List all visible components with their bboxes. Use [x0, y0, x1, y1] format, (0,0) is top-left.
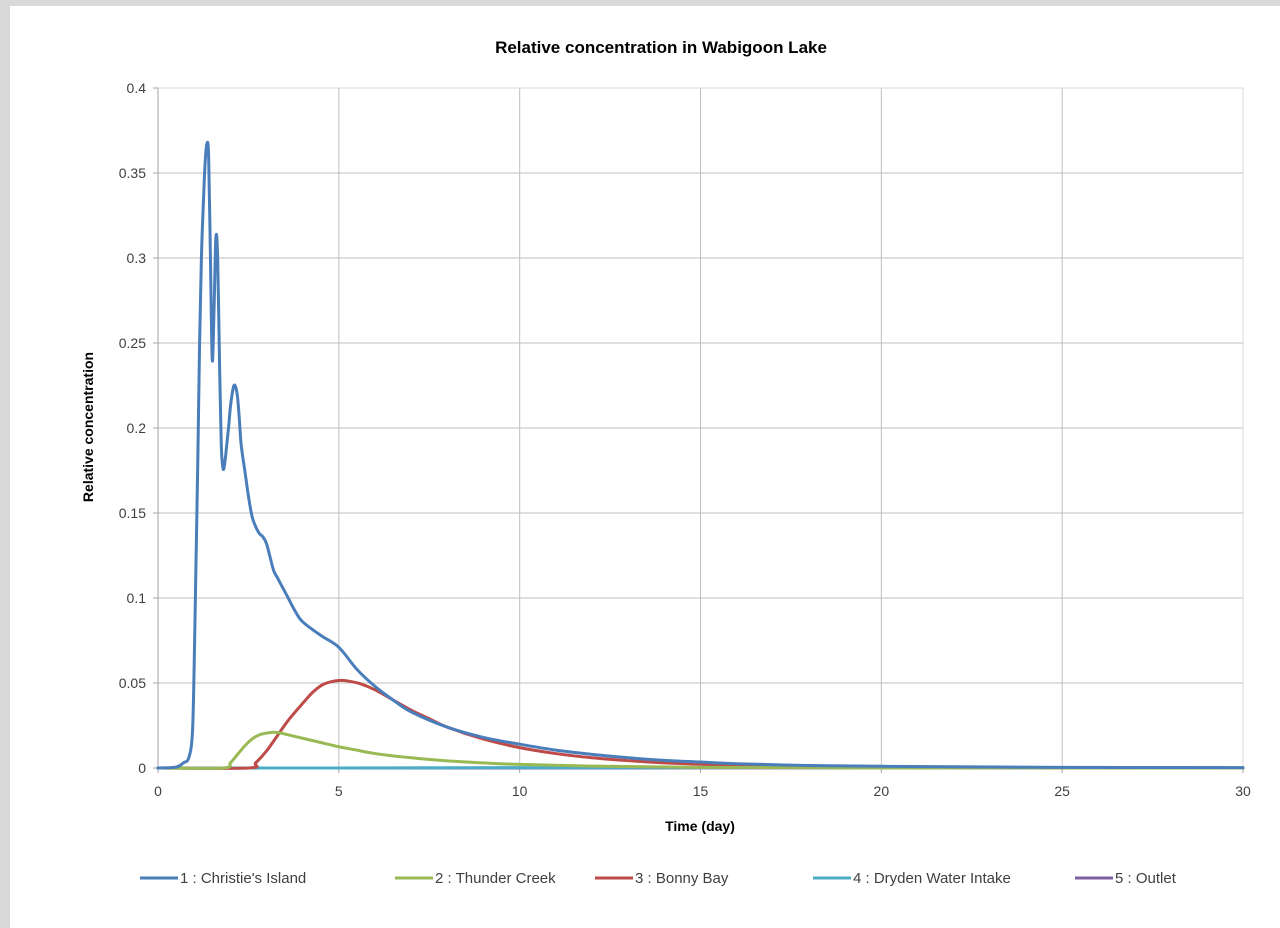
legend-item-2-thunder-creek: 2 : Thunder Creek — [395, 870, 556, 887]
legend-item-3-bonny-bay: 3 : Bonny Bay — [595, 870, 729, 887]
legend-label: 1 : Christie's Island — [180, 870, 306, 887]
x-tick-label: 5 — [335, 783, 343, 799]
grid-layer — [158, 87, 1244, 768]
chart-svg: Relative concentration in Wabigoon Lake … — [80, 38, 1251, 887]
y-axis-title: Relative concentration — [80, 352, 96, 502]
legend-label: 2 : Thunder Creek — [435, 870, 556, 887]
y-tick-label: 0.3 — [127, 250, 147, 266]
x-tick-label: 10 — [512, 783, 528, 799]
y-tick-label: 0.05 — [119, 675, 146, 691]
x-tick-label: 15 — [693, 783, 709, 799]
series-line-3-bonny-bay — [156, 678, 1245, 770]
legend-item-4-dryden-water-intake: 4 : Dryden Water Intake — [813, 870, 1011, 887]
x-ticks: 0 5 10 15 20 25 30 — [154, 768, 1251, 799]
chart-frame: Relative concentration in Wabigoon Lake … — [10, 6, 1280, 928]
legend-label: 4 : Dryden Water Intake — [853, 870, 1011, 887]
y-tick-label: 0.2 — [127, 420, 147, 436]
series-line-2-thunder-creek — [156, 730, 1245, 770]
x-tick-label: 30 — [1235, 783, 1251, 799]
series-layer — [156, 140, 1245, 770]
y-tick-label: 0.4 — [127, 80, 147, 96]
chart-title: Relative concentration in Wabigoon Lake — [495, 38, 827, 57]
y-tick-label: 0.15 — [119, 505, 146, 521]
legend-label: 3 : Bonny Bay — [635, 870, 729, 887]
y-ticks: 0 0.05 0.1 0.15 0.2 0.25 0.3 0.35 0.4 — [119, 80, 158, 776]
x-tick-label: 20 — [874, 783, 890, 799]
legend-label: 5 : Outlet — [1115, 870, 1177, 887]
y-tick-label: 0 — [138, 760, 146, 776]
x-tick-label: 0 — [154, 783, 162, 799]
y-tick-label: 0.1 — [127, 590, 147, 606]
y-tick-label: 0.35 — [119, 165, 146, 181]
legend-item-1-christie-s-island: 1 : Christie's Island — [140, 870, 306, 887]
x-axis-title: Time (day) — [665, 818, 735, 834]
legend-item-5-outlet: 5 : Outlet — [1075, 870, 1177, 887]
series-line-1-christie-s-island — [156, 140, 1245, 770]
x-tick-label: 25 — [1054, 783, 1070, 799]
y-tick-label: 0.25 — [119, 335, 146, 351]
legend: 1 : Christie's Island 2 : Thunder Creek 3 … — [140, 870, 1177, 887]
